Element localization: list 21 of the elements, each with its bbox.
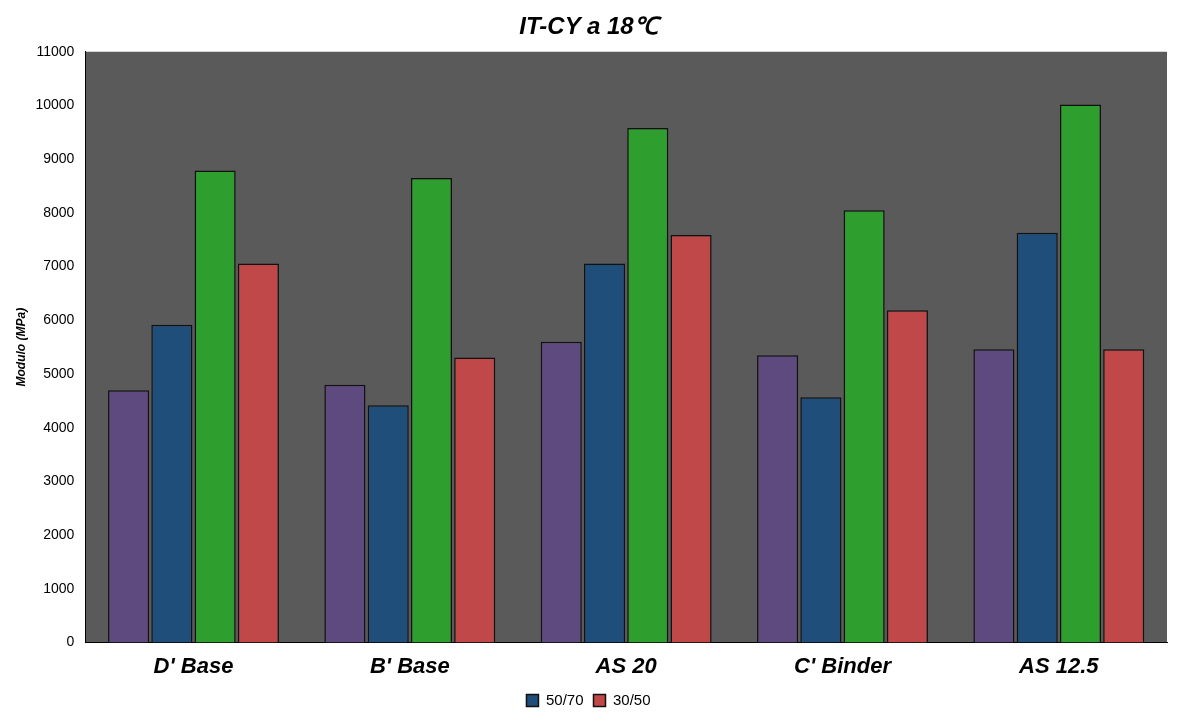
y-tick-label: 7000	[43, 257, 75, 274]
y-tick-label: 1000	[43, 579, 75, 596]
y-tick-label: 5000	[43, 364, 75, 381]
x-tick-label: C' Binder	[794, 652, 893, 678]
y-tick-label: 8000	[43, 203, 75, 220]
y-tick-label: 6000	[43, 311, 75, 328]
x-tick-label: D' Base	[153, 652, 234, 678]
y-tick-label: 0	[66, 633, 75, 650]
y-tick-label: 10000	[35, 96, 75, 113]
y-tick-label: 9000	[43, 150, 75, 167]
legend-label: 30/50	[613, 690, 651, 708]
y-tick-label: 11000	[36, 42, 75, 59]
y-tick-label: 2000	[43, 526, 75, 543]
legend-label: 50/70	[545, 690, 584, 708]
chart-title: IT-CY a 18℃	[519, 12, 663, 40]
y-tick-label: 3000	[43, 472, 75, 489]
x-tick-label: AS 12.5	[1018, 652, 1100, 678]
y-axis-title: Modulo (MPa)	[13, 307, 28, 387]
x-tick-label: AS 20	[594, 652, 658, 678]
y-tick-label: 4000	[43, 418, 75, 435]
x-tick-label: B' Base	[369, 652, 450, 678]
